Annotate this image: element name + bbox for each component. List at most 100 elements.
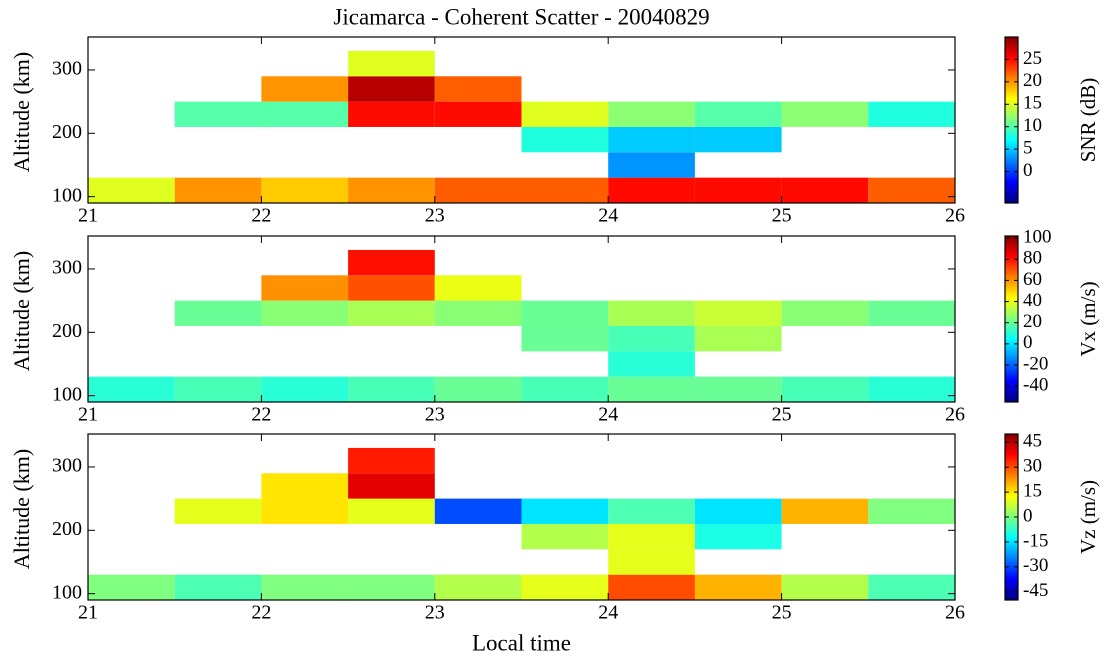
colorbar-strip <box>1005 498 1018 500</box>
colorbar-strip <box>1005 65 1018 67</box>
colorbar-strip <box>1005 188 1018 190</box>
colorbar-strip <box>1005 165 1018 167</box>
heat-cell <box>348 300 435 326</box>
colorbar-strip <box>1005 356 1018 358</box>
colorbar-strip <box>1005 61 1018 63</box>
colorbar-strip <box>1005 554 1018 556</box>
colorbar-strip <box>1005 85 1018 87</box>
colorbar-strip <box>1005 341 1018 343</box>
colorbar-strip <box>1005 277 1018 279</box>
colorbar-strip <box>1005 552 1018 554</box>
colorbar-frame <box>1004 36 1019 204</box>
heat-cell <box>868 376 955 402</box>
colorbar-strip <box>1005 295 1018 297</box>
colorbar-strip <box>1005 301 1018 303</box>
colorbar-strip <box>1005 390 1018 392</box>
colorbar-strip <box>1005 495 1018 497</box>
colorbar-strip <box>1005 149 1018 151</box>
colorbar-strip <box>1005 446 1018 448</box>
colorbar-strip <box>1005 366 1018 368</box>
colorbar-strip <box>1005 477 1018 479</box>
colorbar-tick-label: 60 <box>1023 269 1042 290</box>
colorbar-label: Vx (m/s) <box>1076 281 1100 356</box>
heat-cell <box>348 473 435 499</box>
colorbar-strip <box>1005 106 1018 108</box>
colorbar-strip <box>1005 460 1018 462</box>
colorbar-strip <box>1005 512 1018 514</box>
colorbar-tick-label: 30 <box>1023 456 1042 477</box>
colorbar-strip <box>1005 543 1018 545</box>
colorbar-strip <box>1005 395 1018 397</box>
colorbar-strip <box>1005 369 1018 371</box>
colorbar-strip <box>1005 522 1018 524</box>
heat-cell <box>608 376 695 402</box>
colorbar-strip <box>1005 478 1018 480</box>
colorbar-strip <box>1005 137 1018 139</box>
heat-cell <box>348 101 435 127</box>
heat-cell <box>694 126 782 153</box>
colorbar-frame <box>1004 235 1019 403</box>
heat-cell <box>781 574 869 600</box>
colorbar-strip <box>1005 592 1018 594</box>
colorbar-strip <box>1005 517 1018 519</box>
x-tick-label: 23 <box>425 205 445 227</box>
colorbar-strip <box>1005 123 1018 125</box>
heat-cell <box>434 574 522 600</box>
colorbar-strip <box>1005 555 1018 557</box>
y-axis-label: Altitude (km) <box>9 52 34 172</box>
colorbar-strip <box>1005 253 1018 255</box>
colorbar-strip <box>1005 322 1018 324</box>
colorbar-strip <box>1005 148 1018 150</box>
heat-cell <box>348 498 435 524</box>
colorbar-strip <box>1005 167 1018 169</box>
heat-cell <box>608 498 695 524</box>
colorbar-strip <box>1005 333 1018 335</box>
colorbar-strip <box>1005 397 1018 399</box>
colorbar-strip <box>1005 54 1018 56</box>
colorbar-strip <box>1005 56 1018 58</box>
colorbar-strip <box>1005 306 1018 308</box>
colorbar-strip <box>1005 343 1018 345</box>
colorbar-strip <box>1005 173 1018 175</box>
colorbar-strip <box>1005 468 1018 470</box>
colorbar-strip <box>1005 439 1018 441</box>
colorbar-strip <box>1005 159 1018 161</box>
heat-cell <box>261 473 349 499</box>
colorbar-strip <box>1005 448 1018 450</box>
colorbar-label: Vz (m/s) <box>1076 480 1100 554</box>
colorbar-strip <box>1005 197 1018 199</box>
colorbar-strip <box>1005 507 1018 509</box>
colorbar-strip <box>1005 292 1018 294</box>
colorbar-strip <box>1005 47 1018 49</box>
colorbar-strip <box>1005 338 1018 340</box>
colorbar-strip <box>1005 76 1018 78</box>
heat-cell <box>521 325 609 352</box>
colorbar-strip <box>1005 472 1018 474</box>
colorbar-strip <box>1005 63 1018 65</box>
colorbar-strip <box>1005 321 1018 323</box>
colorbar-strip <box>1005 293 1018 295</box>
colorbar-strip <box>1005 375 1018 377</box>
colorbar-strip <box>1005 196 1018 198</box>
colorbar-strip <box>1005 467 1018 469</box>
colorbar-strip <box>1005 125 1018 127</box>
heat-cell <box>781 177 869 203</box>
colorbar-strip <box>1005 361 1018 363</box>
colorbar-strip <box>1005 535 1018 537</box>
heat-cell <box>521 523 609 550</box>
colorbar-strip <box>1005 250 1018 252</box>
heat-cell <box>694 101 782 127</box>
colorbar-strip <box>1005 66 1018 68</box>
colorbar-strip <box>1005 114 1018 116</box>
heat-cell <box>434 101 522 127</box>
colorbar-strip <box>1005 257 1018 259</box>
colorbar-strip <box>1005 289 1018 291</box>
colorbar-strip <box>1005 351 1018 353</box>
colorbar-strip <box>1005 42 1018 44</box>
colorbar-strip <box>1005 541 1018 543</box>
colorbar-strip <box>1005 489 1018 491</box>
colorbar-strip <box>1005 304 1018 306</box>
colorbar-strip <box>1005 168 1018 170</box>
heat-cell <box>868 574 955 600</box>
colorbar-strip <box>1005 38 1018 40</box>
